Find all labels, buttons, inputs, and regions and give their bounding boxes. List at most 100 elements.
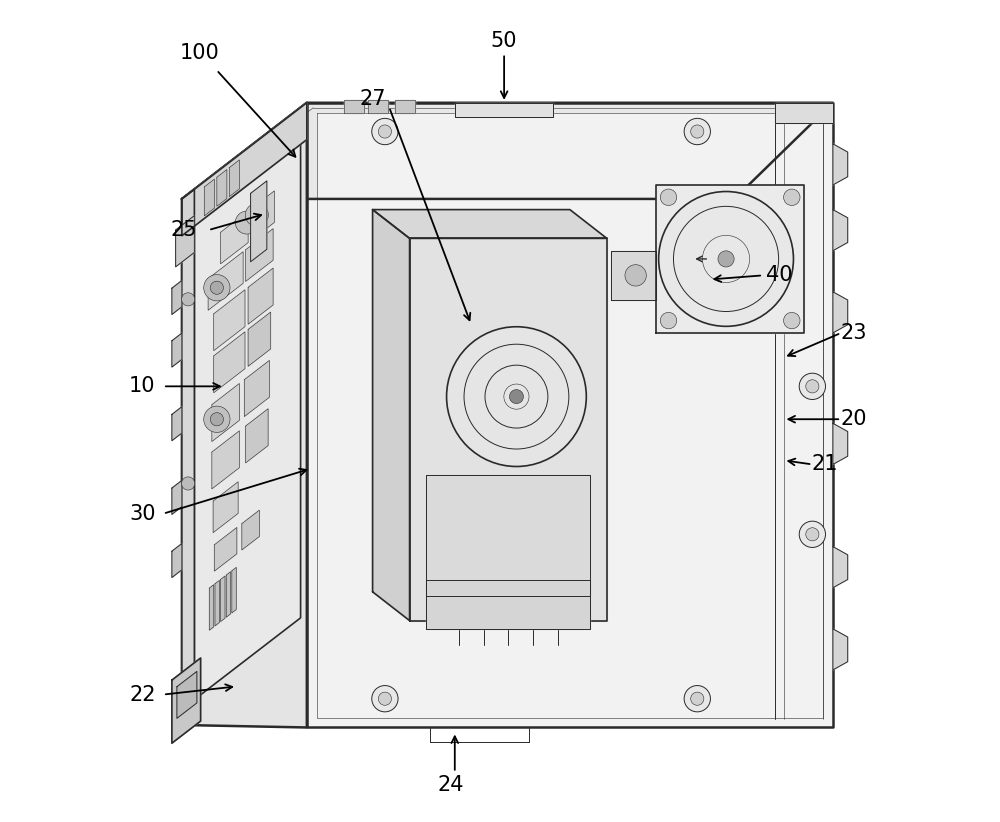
Polygon shape: [656, 185, 804, 333]
Polygon shape: [833, 292, 848, 333]
Circle shape: [718, 251, 734, 267]
Circle shape: [660, 312, 677, 329]
Polygon shape: [172, 480, 182, 515]
Circle shape: [799, 373, 826, 399]
Polygon shape: [226, 572, 231, 617]
Circle shape: [182, 293, 195, 306]
Polygon shape: [232, 567, 236, 613]
Polygon shape: [426, 475, 590, 596]
Text: 10: 10: [129, 376, 156, 396]
Text: 24: 24: [437, 775, 464, 795]
Text: 22: 22: [129, 685, 156, 704]
Text: 21: 21: [811, 455, 838, 474]
Polygon shape: [252, 191, 274, 240]
Circle shape: [625, 265, 646, 286]
Circle shape: [378, 125, 391, 138]
Circle shape: [799, 521, 826, 547]
Text: 50: 50: [491, 31, 517, 51]
Text: 23: 23: [840, 323, 867, 343]
Polygon shape: [373, 210, 410, 621]
Text: 40: 40: [766, 266, 793, 285]
Polygon shape: [246, 409, 268, 463]
Polygon shape: [246, 229, 273, 281]
Polygon shape: [182, 189, 194, 725]
Polygon shape: [214, 290, 245, 351]
Circle shape: [372, 118, 398, 145]
Polygon shape: [172, 333, 182, 367]
Circle shape: [210, 281, 223, 294]
Polygon shape: [182, 103, 307, 727]
Polygon shape: [426, 580, 590, 629]
Circle shape: [378, 692, 391, 705]
Text: 27: 27: [359, 89, 386, 109]
Polygon shape: [177, 672, 197, 718]
Circle shape: [691, 125, 704, 138]
Circle shape: [509, 390, 523, 404]
Polygon shape: [368, 100, 388, 113]
Polygon shape: [214, 332, 245, 393]
Text: 20: 20: [840, 409, 867, 429]
Polygon shape: [217, 169, 227, 206]
Polygon shape: [833, 144, 848, 185]
Polygon shape: [248, 268, 273, 324]
Polygon shape: [242, 510, 259, 550]
Polygon shape: [611, 251, 656, 300]
Polygon shape: [213, 482, 238, 533]
Text: 100: 100: [180, 44, 220, 63]
Polygon shape: [172, 407, 182, 441]
Polygon shape: [172, 658, 201, 743]
Polygon shape: [215, 580, 219, 626]
Circle shape: [684, 118, 710, 145]
Polygon shape: [209, 584, 214, 630]
Polygon shape: [373, 210, 607, 238]
Polygon shape: [221, 211, 248, 264]
Text: 30: 30: [129, 504, 156, 524]
Circle shape: [684, 686, 710, 712]
Polygon shape: [212, 431, 239, 489]
Polygon shape: [172, 280, 182, 315]
Text: 25: 25: [170, 220, 197, 240]
Polygon shape: [833, 423, 848, 464]
Polygon shape: [317, 113, 823, 718]
Polygon shape: [221, 576, 225, 621]
Circle shape: [784, 189, 800, 206]
Circle shape: [806, 380, 819, 393]
Circle shape: [806, 528, 819, 541]
Polygon shape: [833, 629, 848, 670]
Circle shape: [551, 413, 564, 426]
Circle shape: [659, 192, 793, 326]
Polygon shape: [775, 103, 833, 123]
Circle shape: [660, 189, 677, 206]
Circle shape: [235, 211, 258, 234]
Polygon shape: [204, 179, 214, 216]
Circle shape: [544, 406, 571, 432]
Circle shape: [204, 275, 230, 301]
Polygon shape: [214, 528, 237, 571]
Circle shape: [784, 312, 800, 329]
Polygon shape: [344, 100, 364, 113]
Circle shape: [182, 477, 195, 490]
Circle shape: [691, 692, 704, 705]
Polygon shape: [248, 312, 271, 367]
Circle shape: [245, 203, 268, 226]
Polygon shape: [182, 103, 833, 199]
Polygon shape: [244, 360, 269, 417]
Polygon shape: [410, 238, 607, 621]
Polygon shape: [229, 160, 239, 196]
Circle shape: [447, 327, 586, 467]
Polygon shape: [176, 215, 194, 267]
Circle shape: [204, 406, 230, 432]
Polygon shape: [251, 181, 267, 261]
Polygon shape: [833, 547, 848, 588]
Polygon shape: [194, 118, 301, 700]
Polygon shape: [395, 100, 415, 113]
Polygon shape: [307, 103, 833, 727]
Polygon shape: [182, 103, 307, 236]
Polygon shape: [212, 384, 239, 441]
Polygon shape: [172, 543, 182, 578]
Polygon shape: [455, 103, 553, 117]
Polygon shape: [208, 252, 243, 310]
Circle shape: [210, 413, 223, 426]
Circle shape: [372, 686, 398, 712]
Polygon shape: [833, 210, 848, 251]
